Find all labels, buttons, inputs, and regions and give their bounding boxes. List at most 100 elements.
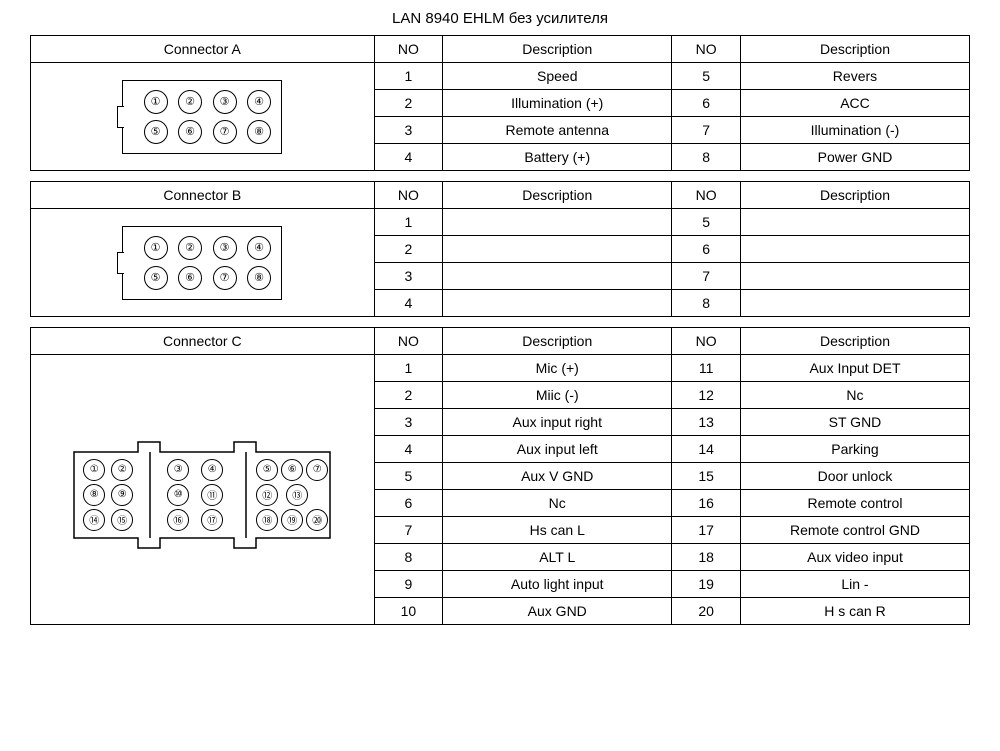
pin-desc bbox=[740, 290, 969, 317]
pin: ⑧ bbox=[247, 266, 271, 290]
pin-desc: Illumination (+) bbox=[443, 90, 672, 117]
pin-desc: Aux GND bbox=[443, 598, 672, 625]
pin: ⑫ bbox=[256, 484, 278, 506]
pin-no: 17 bbox=[672, 517, 741, 544]
connector-block: Connector ANODescriptionNODescription①②③… bbox=[30, 35, 970, 171]
pin-no: 5 bbox=[672, 209, 741, 236]
pin-desc: Hs can L bbox=[443, 517, 672, 544]
pin-desc bbox=[443, 263, 672, 290]
connector-name: Connector C bbox=[31, 328, 375, 355]
pin-no: 1 bbox=[374, 355, 443, 382]
pin: ④ bbox=[201, 459, 223, 481]
pin-no: 2 bbox=[374, 382, 443, 409]
pin-no: 1 bbox=[374, 63, 443, 90]
pin-no: 19 bbox=[672, 571, 741, 598]
pin-desc: ALT L bbox=[443, 544, 672, 571]
pin-desc: Aux V GND bbox=[443, 463, 672, 490]
pin: ⑪ bbox=[201, 484, 223, 506]
pin: ⑥ bbox=[281, 459, 303, 481]
pin-desc: Aux Input DET bbox=[740, 355, 969, 382]
pin-no: 9 bbox=[374, 571, 443, 598]
pin-no: 13 bbox=[672, 409, 741, 436]
pin-desc: Nc bbox=[740, 382, 969, 409]
pin-desc: Aux input right bbox=[443, 409, 672, 436]
pin-desc: Revers bbox=[740, 63, 969, 90]
column-header: Description bbox=[443, 36, 672, 63]
column-header: Description bbox=[740, 328, 969, 355]
pin-no: 7 bbox=[374, 517, 443, 544]
pin: ③ bbox=[167, 459, 189, 481]
pin: ⑤ bbox=[144, 120, 168, 144]
connector-8pin-diagram: ①②③④⑤⑥⑦⑧ bbox=[122, 80, 282, 154]
column-header: Description bbox=[443, 328, 672, 355]
pin-desc: Door unlock bbox=[740, 463, 969, 490]
pinout-table: Connector BNODescriptionNODescription①②③… bbox=[30, 181, 970, 317]
pin: ⑯ bbox=[167, 509, 189, 531]
pin: ③ bbox=[213, 90, 237, 114]
pin: ① bbox=[144, 90, 168, 114]
pin: ⑧ bbox=[247, 120, 271, 144]
connector-20pin-diagram: ①②③④⑤⑥⑦⑧⑨⑩⑪⑫⑬⑭⑮⑯⑰⑱⑲⑳ bbox=[72, 430, 332, 550]
pin-no: 8 bbox=[672, 290, 741, 317]
pin-desc: ACC bbox=[740, 90, 969, 117]
pin-no: 3 bbox=[374, 117, 443, 144]
pin-desc: Auto light input bbox=[443, 571, 672, 598]
pin-desc: Remote antenna bbox=[443, 117, 672, 144]
pin-desc: Illumination (-) bbox=[740, 117, 969, 144]
pin: ⑥ bbox=[178, 266, 202, 290]
connector-diagram-cell: ①②③④⑤⑥⑦⑧ bbox=[31, 209, 375, 317]
pin: ⑧ bbox=[83, 484, 105, 506]
pin: ⑦ bbox=[213, 120, 237, 144]
pinout-table: Connector CNODescriptionNODescription①②③… bbox=[30, 327, 970, 625]
pin-desc: Lin - bbox=[740, 571, 969, 598]
pin: ⑱ bbox=[256, 509, 278, 531]
connector-block: Connector CNODescriptionNODescription①②③… bbox=[30, 327, 970, 625]
pin-no: 4 bbox=[374, 144, 443, 171]
column-header: NO bbox=[374, 182, 443, 209]
pin: ⑲ bbox=[281, 509, 303, 531]
pin-no: 18 bbox=[672, 544, 741, 571]
pin-desc bbox=[443, 290, 672, 317]
pin-no: 8 bbox=[672, 144, 741, 171]
column-header: NO bbox=[672, 328, 741, 355]
pin-no: 11 bbox=[672, 355, 741, 382]
pin-no: 4 bbox=[374, 290, 443, 317]
pin: ⑦ bbox=[213, 266, 237, 290]
pin-desc bbox=[443, 236, 672, 263]
pin: ⑤ bbox=[256, 459, 278, 481]
pin-no: 5 bbox=[374, 463, 443, 490]
connector-name: Connector A bbox=[31, 36, 375, 63]
pin: ⑳ bbox=[306, 509, 328, 531]
pin-desc: Speed bbox=[443, 63, 672, 90]
pin-desc: Power GND bbox=[740, 144, 969, 171]
pin-desc: ST GND bbox=[740, 409, 969, 436]
pin-no: 7 bbox=[672, 117, 741, 144]
connector-8pin-diagram: ①②③④⑤⑥⑦⑧ bbox=[122, 226, 282, 300]
pin-no: 10 bbox=[374, 598, 443, 625]
pinout-table: Connector ANODescriptionNODescription①②③… bbox=[30, 35, 970, 171]
pin: ① bbox=[144, 236, 168, 260]
connector-block: Connector BNODescriptionNODescription①②③… bbox=[30, 181, 970, 317]
pin-desc: Aux video input bbox=[740, 544, 969, 571]
pin-no: 7 bbox=[672, 263, 741, 290]
pin: ⑮ bbox=[111, 509, 133, 531]
pin-desc: H s can R bbox=[740, 598, 969, 625]
pin: ④ bbox=[247, 236, 271, 260]
pin-no: 20 bbox=[672, 598, 741, 625]
pin: ⑬ bbox=[286, 484, 308, 506]
pin: ⑨ bbox=[111, 484, 133, 506]
pin-no: 15 bbox=[672, 463, 741, 490]
pin: ② bbox=[111, 459, 133, 481]
pin-desc: Remote control GND bbox=[740, 517, 969, 544]
pin-no: 1 bbox=[374, 209, 443, 236]
pin: ② bbox=[178, 90, 202, 114]
pin-no: 3 bbox=[374, 409, 443, 436]
connector-name: Connector B bbox=[31, 182, 375, 209]
column-header: NO bbox=[672, 182, 741, 209]
pin: ⑩ bbox=[167, 484, 189, 506]
pin-desc: Battery (+) bbox=[443, 144, 672, 171]
pin-no: 6 bbox=[374, 490, 443, 517]
pin-no: 8 bbox=[374, 544, 443, 571]
pin: ① bbox=[83, 459, 105, 481]
pin-desc: Miic (-) bbox=[443, 382, 672, 409]
